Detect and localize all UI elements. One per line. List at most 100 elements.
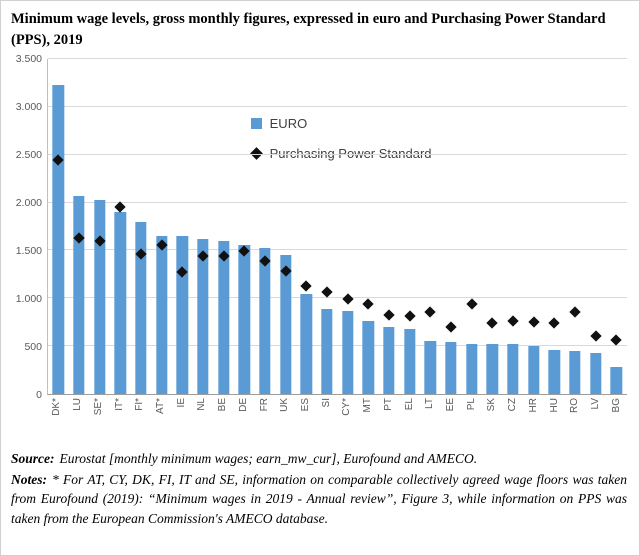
pps-marker xyxy=(466,297,478,310)
legend-square-icon xyxy=(250,117,262,129)
euro-bar xyxy=(52,84,65,395)
euro-bar xyxy=(135,221,147,395)
y-tick-label: 500 xyxy=(24,341,42,354)
x-tick-label: BE xyxy=(217,398,229,412)
euro-bar xyxy=(73,195,85,395)
euro-bar xyxy=(548,349,561,395)
column-EE xyxy=(441,59,462,395)
column-ES xyxy=(296,59,317,395)
y-tick-label: 3.500 xyxy=(15,53,42,66)
euro-bar xyxy=(197,239,209,395)
euro-bar xyxy=(93,200,106,395)
x-tick-label: UK xyxy=(279,398,291,412)
y-axis: 3.500 3.000 2.500 2.000 1.500 1.000 500 0 xyxy=(11,53,47,401)
column-HU xyxy=(544,59,565,395)
x-tick-label: CY* xyxy=(341,398,353,416)
column-DK xyxy=(48,59,69,395)
column-CY xyxy=(337,59,358,395)
x-tick-label: NL xyxy=(196,398,208,411)
x-tick-label: FI* xyxy=(134,398,146,411)
column-RO xyxy=(565,59,586,395)
y-tick-label: 1.000 xyxy=(15,293,42,306)
column-BG xyxy=(606,59,627,395)
pps-marker xyxy=(486,317,499,329)
x-tick-label: CZ xyxy=(507,398,519,412)
pps-marker xyxy=(300,280,313,292)
x-tick-label: LV xyxy=(590,398,602,410)
euro-bar xyxy=(404,328,416,395)
pps-marker xyxy=(610,334,623,346)
x-tick-label: PT xyxy=(382,398,394,411)
x-tick-label: SK xyxy=(486,398,498,412)
x-tick-label: EE xyxy=(445,398,457,412)
column-DE xyxy=(234,59,255,395)
column-SK xyxy=(482,59,503,395)
x-tick-label: BG xyxy=(610,398,622,413)
x-tick-label: DE xyxy=(237,398,249,412)
chart-title: Minimum wage levels, gross monthly figur… xyxy=(11,11,606,49)
euro-bar xyxy=(218,241,230,395)
column-PL xyxy=(461,59,482,395)
gridline xyxy=(48,58,627,60)
notes-line: Notes: * For AT, CY, DK, FI, IT and SE, i… xyxy=(11,470,627,527)
x-tick-label: LT xyxy=(424,398,436,409)
x-tick-label: PL xyxy=(465,398,477,411)
euro-bar xyxy=(590,352,602,395)
notes-text: * For AT, CY, DK, FI, IT and SE, informa… xyxy=(11,472,627,526)
column-LU xyxy=(69,59,90,395)
x-tick-label: SI xyxy=(320,398,332,408)
euro-bar xyxy=(362,321,375,395)
euro-bar xyxy=(528,345,540,395)
column-SE xyxy=(89,59,110,395)
euro-bar xyxy=(259,248,271,395)
euro-bar xyxy=(114,212,127,395)
columns xyxy=(48,59,627,395)
x-tick-label: LU xyxy=(72,398,84,411)
column-CZ xyxy=(503,59,524,395)
pps-marker xyxy=(342,293,354,305)
euro-bar xyxy=(280,254,292,395)
column-FI xyxy=(131,59,152,395)
euro-bar xyxy=(610,366,623,395)
x-tick-label: MT xyxy=(362,398,374,413)
gridline xyxy=(48,249,627,251)
pps-marker xyxy=(362,298,375,310)
pps-marker xyxy=(404,310,416,322)
source-text: Eurostat [monthly minimum wages; earn_mw… xyxy=(59,451,478,467)
gridline xyxy=(48,345,627,347)
plot-area: EURO Purchasing Power Standard xyxy=(47,58,627,396)
x-tick-label: RO xyxy=(569,398,581,414)
euro-bar xyxy=(300,293,313,395)
euro-bar xyxy=(486,344,499,395)
euro-bar xyxy=(507,344,519,395)
x-tick-label: FR xyxy=(258,398,270,412)
gridline xyxy=(48,153,627,155)
x-tick-label: HR xyxy=(527,398,539,413)
gridline xyxy=(48,297,627,299)
column-FR xyxy=(255,59,276,395)
column-IE xyxy=(172,59,193,395)
gridline xyxy=(48,105,627,107)
pps-marker xyxy=(569,306,581,318)
column-LT xyxy=(420,59,441,395)
euro-bar xyxy=(321,309,333,395)
x-tick-label: EL xyxy=(403,398,415,411)
x-tick-label: DK* xyxy=(51,398,63,416)
pps-marker xyxy=(321,286,333,299)
source-line: Source: Eurostat [monthly minimum wages; … xyxy=(11,449,627,468)
pps-marker xyxy=(590,330,602,342)
column-NL xyxy=(193,59,214,395)
column-MT xyxy=(358,59,379,395)
column-AT xyxy=(151,59,172,395)
y-tick-label: 0 xyxy=(36,389,42,402)
euro-bar xyxy=(238,245,251,395)
y-tick-label: 1.500 xyxy=(15,245,42,258)
notes-label: Notes: xyxy=(11,472,47,488)
column-SI xyxy=(317,59,338,395)
legend-item: EURO xyxy=(250,116,432,131)
legend-label: Purchasing Power Standard xyxy=(269,145,432,161)
source-label: Source: xyxy=(11,451,55,467)
euro-bar xyxy=(342,310,354,395)
legend-item: Purchasing Power Standard xyxy=(249,145,432,161)
column-IT xyxy=(110,59,131,395)
